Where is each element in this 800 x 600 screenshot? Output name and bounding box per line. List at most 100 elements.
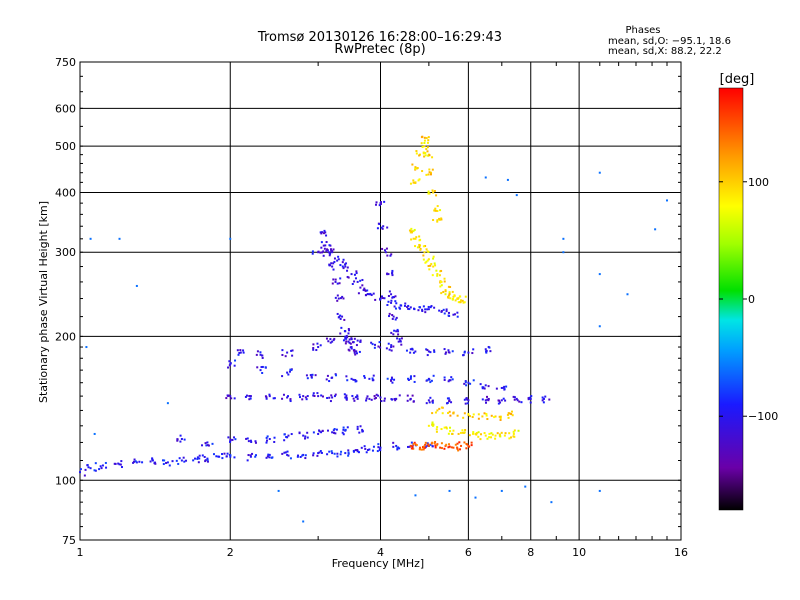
echo-point [234, 359, 237, 362]
echo-point [339, 264, 342, 267]
echo-point [359, 340, 362, 343]
echo-point [327, 340, 330, 343]
echo-point [421, 170, 424, 173]
echo-point [544, 395, 547, 398]
echo-point [472, 379, 475, 382]
echo-point [344, 342, 347, 345]
echo-point [598, 489, 601, 492]
echo-point [441, 412, 444, 415]
echo-point [427, 305, 430, 308]
echo-point [391, 314, 394, 317]
echo-point [495, 387, 498, 390]
echo-point [386, 273, 389, 276]
echo-point [345, 262, 348, 265]
echo-point [381, 247, 384, 250]
echo-point [395, 444, 398, 447]
echo-point [359, 279, 362, 282]
echo-point [347, 451, 350, 454]
echo-point [281, 397, 284, 400]
echo-point [421, 309, 424, 312]
echo-point [390, 346, 393, 349]
echo-point [247, 440, 250, 443]
echo-point [331, 340, 334, 343]
echo-point [418, 246, 421, 249]
echo-point [299, 455, 302, 458]
echo-point [598, 171, 601, 174]
echo-point [344, 265, 347, 268]
echo-point [392, 315, 395, 318]
echo-point [490, 414, 493, 417]
echo-point [226, 394, 229, 397]
echo-point [337, 258, 340, 261]
echo-point [359, 425, 362, 428]
echo-point [431, 412, 434, 415]
echo-point [264, 366, 267, 369]
echo-point [101, 464, 104, 467]
echo-point [229, 455, 232, 458]
echo-point [301, 454, 304, 457]
echo-point [206, 458, 209, 461]
echo-point [444, 351, 447, 354]
echo-point [440, 218, 443, 221]
echo-point [317, 395, 320, 398]
echo-point [449, 297, 452, 300]
echo-point [285, 435, 288, 438]
echo-point [373, 346, 376, 349]
echo-point [444, 293, 447, 296]
echo-point [287, 395, 290, 398]
echo-point [439, 209, 442, 212]
echo-point [483, 412, 486, 415]
echo-point [363, 445, 366, 448]
echo-point [346, 266, 349, 269]
echo-point [390, 344, 393, 347]
echo-point [254, 454, 257, 457]
echo-point [364, 289, 367, 292]
echo-point [379, 346, 382, 349]
echo-point [508, 437, 511, 440]
echo-point [481, 398, 484, 401]
echo-point [465, 447, 468, 450]
echo-point [380, 201, 383, 204]
echo-point [486, 398, 489, 401]
echo-point [425, 137, 428, 140]
echo-point [171, 460, 174, 463]
echo-point [413, 380, 416, 383]
y-axis-label: Stationary phase Virtual Height [km] [37, 201, 50, 403]
echo-point [415, 444, 418, 447]
echo-point [488, 346, 491, 349]
echo-point [346, 379, 349, 382]
echo-point [465, 397, 468, 400]
echo-point [386, 226, 389, 229]
echo-point [490, 436, 493, 439]
echo-point [412, 179, 415, 182]
echo-point [273, 440, 276, 443]
echo-point [365, 397, 368, 400]
echo-point [413, 307, 416, 310]
echo-point [421, 146, 424, 149]
echo-point [450, 446, 453, 449]
echo-point [384, 249, 387, 252]
echo-point [512, 432, 515, 435]
echo-point [477, 413, 480, 416]
x-tick-label: 8 [527, 546, 534, 559]
echo-point [390, 331, 393, 334]
echo-point [333, 260, 336, 263]
echo-point [281, 452, 284, 455]
echo-point [265, 396, 268, 399]
echo-point [341, 265, 344, 268]
echo-point [320, 451, 323, 454]
echo-point [249, 397, 252, 400]
echo-point [355, 350, 358, 353]
echo-point [273, 397, 276, 400]
echo-point [346, 269, 349, 272]
echo-point [302, 395, 305, 398]
echo-point [470, 444, 473, 447]
echo-point [375, 393, 378, 396]
echo-point [180, 437, 183, 440]
echo-point [337, 255, 340, 258]
echo-point [371, 449, 374, 452]
echo-point [345, 396, 348, 399]
echo-point [336, 312, 339, 315]
echo-point [329, 400, 332, 403]
echo-point [397, 330, 400, 333]
